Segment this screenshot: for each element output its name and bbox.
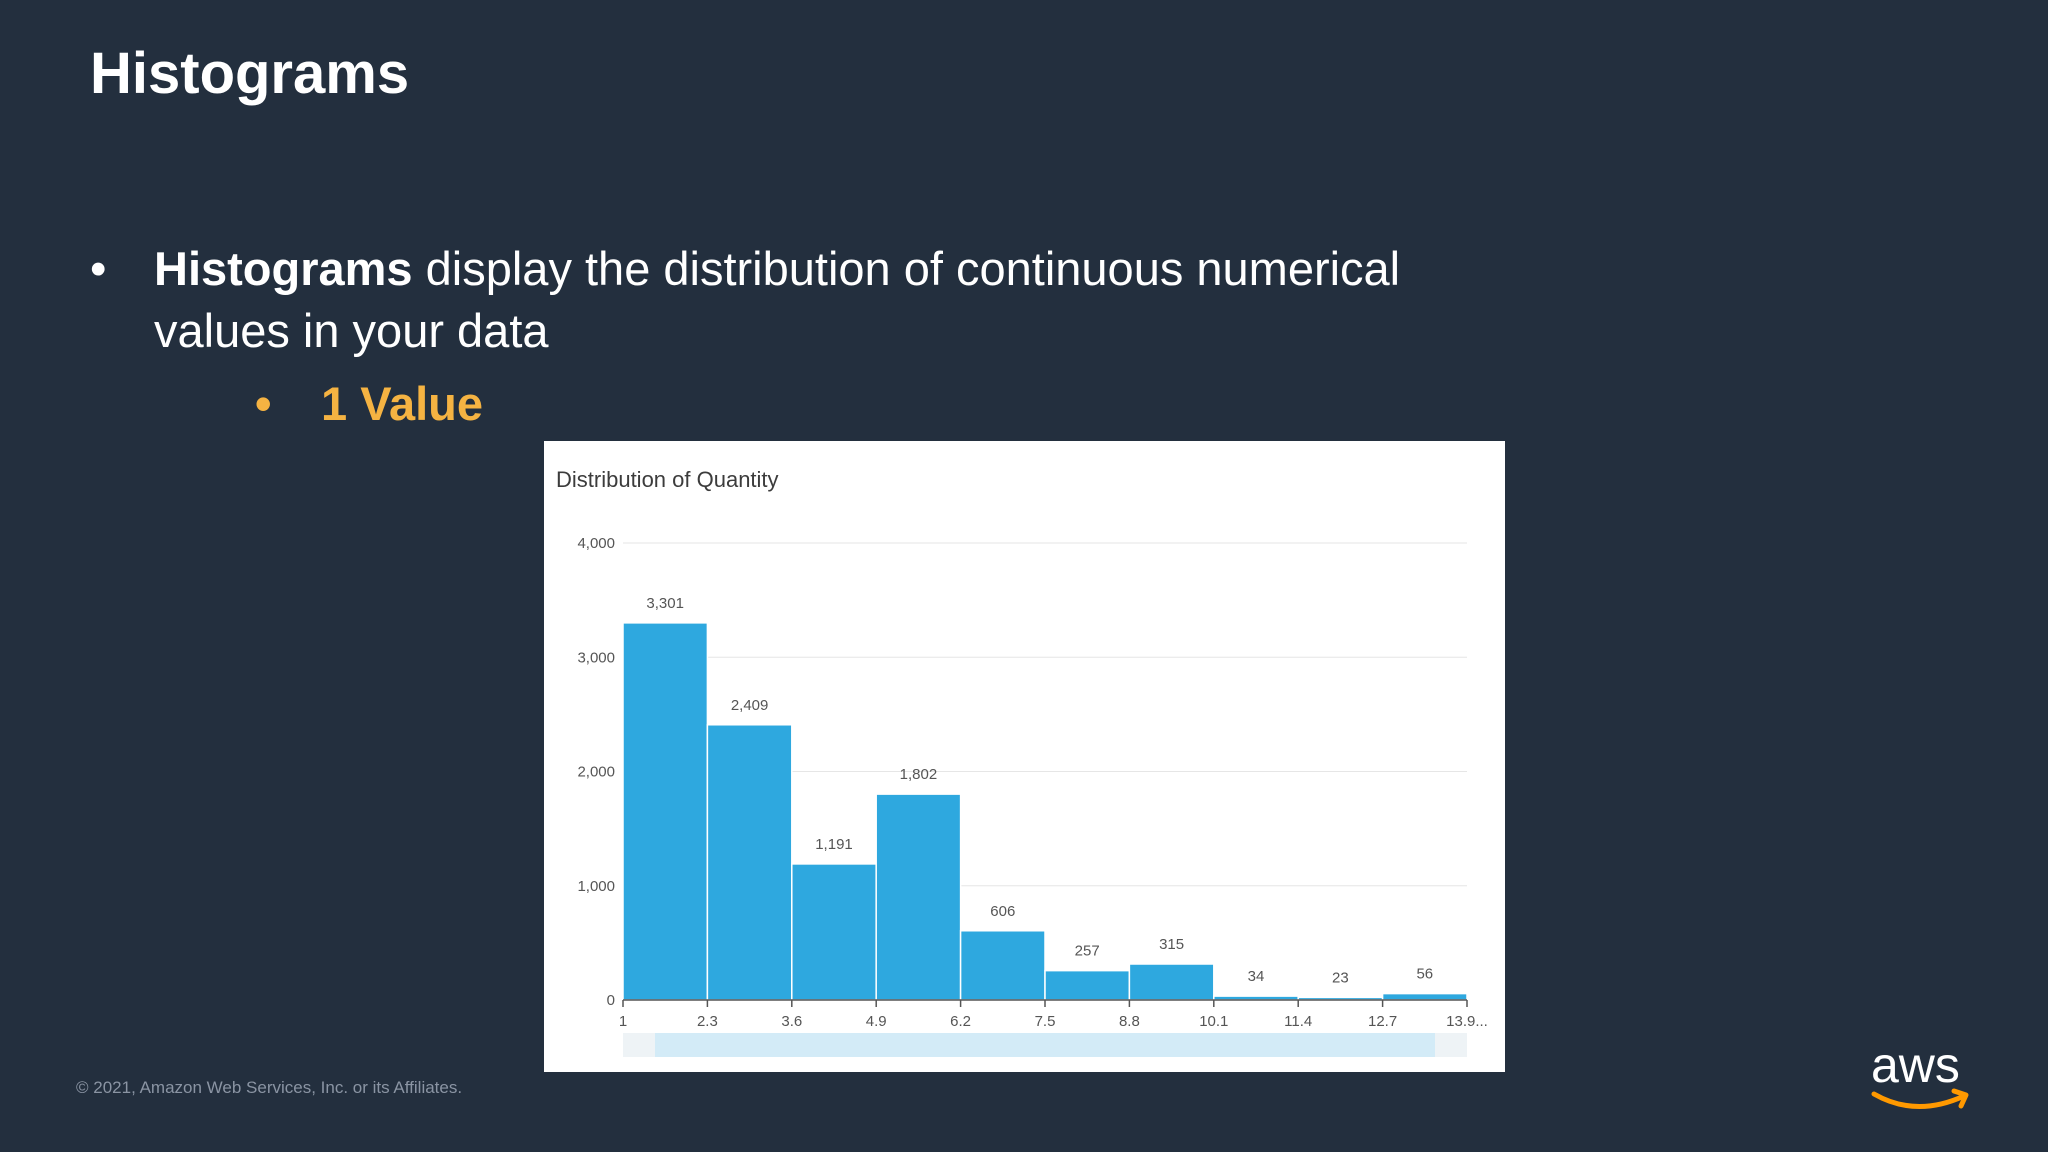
x-tick-label: 2.3 [697, 1013, 718, 1030]
histogram-bar [1044, 969, 1131, 1001]
aws-logo: aws [1868, 1037, 1978, 1122]
bar-value-label: 2,409 [731, 697, 769, 714]
main-bullet-text: Histograms display the distribution of c… [154, 238, 1490, 362]
x-tick-label: 10.1 [1199, 1013, 1228, 1030]
copyright-footer: © 2021, Amazon Web Services, Inc. or its… [76, 1078, 463, 1097]
bar-value-label: 3,301 [646, 595, 684, 612]
aws-smile-icon [1871, 1091, 1967, 1109]
x-tick-label: 8.8 [1119, 1013, 1140, 1030]
scrollbar-thumb[interactable] [655, 1033, 1435, 1057]
bullet-dot: • [90, 242, 107, 295]
x-tick-label: 4.9 [866, 1013, 887, 1030]
sub-bullet-text: 1 Value [321, 377, 483, 430]
bar-value-label: 606 [990, 903, 1015, 920]
histogram-bar [791, 863, 877, 1001]
sub-bullet: • 1 Value [255, 376, 483, 431]
y-tick-label: 3,000 [577, 649, 615, 666]
y-tick-label: 1,000 [577, 878, 615, 895]
bullet-description: display the distribution of continuous n… [154, 242, 1401, 357]
histogram-panel: 0 1,000 2,000 3,000 4,000 3,301 2,409 1,191 1,80… [544, 441, 1505, 1072]
x-tick-label: 3.6 [781, 1013, 802, 1030]
x-tick-label: 6.2 [950, 1013, 971, 1030]
bar-value-label: 23 [1332, 969, 1349, 986]
main-bullet: • Histograms display the distribution of… [90, 238, 1490, 362]
bar-value-label: 315 [1159, 936, 1184, 953]
histogram-bar [875, 793, 962, 1001]
x-tick-label: 13.9... [1446, 1013, 1488, 1030]
bar-value-label: 1,191 [815, 836, 853, 853]
histogram-bar [706, 724, 793, 1001]
y-tick-label: 0 [607, 992, 615, 1009]
bullet-bold-term: Histograms [154, 242, 413, 295]
bar-value-label: 34 [1248, 968, 1265, 985]
bar-value-label: 257 [1075, 943, 1100, 960]
aws-arrow-icon [1951, 1088, 1969, 1109]
aws-logo-text: aws [1871, 1042, 1960, 1093]
x-tick-label: 7.5 [1035, 1013, 1056, 1030]
y-tick-label: 4,000 [577, 535, 615, 552]
histogram-bar [622, 622, 709, 1001]
sub-bullet-dot: • [255, 377, 272, 430]
slide-title: Histograms [90, 41, 410, 106]
x-tick-label: 12.7 [1368, 1013, 1397, 1030]
bar-value-label: 56 [1416, 966, 1433, 983]
histogram-bar [959, 930, 1046, 1001]
histogram-bar [1381, 992, 1468, 1001]
bar-value-label: 1,802 [900, 766, 938, 783]
histogram-chart: 0 1,000 2,000 3,000 4,000 3,301 2,409 1,191 1,80… [577, 535, 1488, 1057]
histogram-bar [1128, 963, 1215, 1001]
x-tick-label: 1 [619, 1013, 627, 1030]
x-tick-label: 11.4 [1284, 1013, 1312, 1030]
chart-title: Distribution of Quantity [556, 467, 779, 492]
y-tick-label: 2,000 [577, 764, 615, 781]
